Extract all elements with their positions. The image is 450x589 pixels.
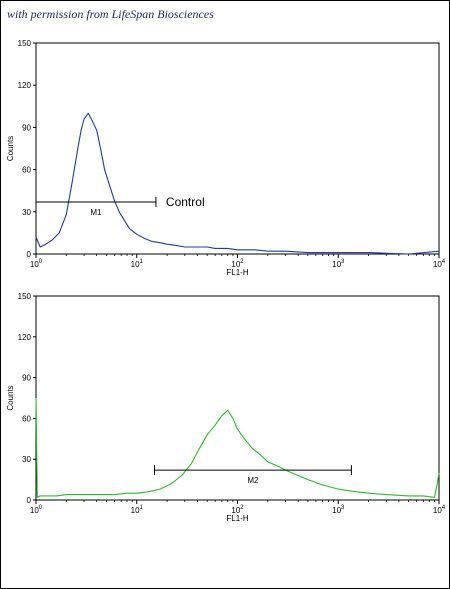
- gate-marker-m2: M2: [153, 465, 352, 485]
- x-tick-label: 102: [231, 505, 244, 515]
- y-tick-label: 0: [27, 496, 32, 505]
- gate-label: M2: [247, 476, 259, 485]
- y-tick-label: 90: [22, 123, 31, 132]
- x-tick-label: 100: [30, 505, 43, 515]
- y-tick-label: 30: [22, 208, 31, 217]
- y-tick-label: 90: [22, 374, 31, 383]
- histogram-panel-2: 0 30 60 90 120 150 100 101 102 103 104 FL1-H Counts M…: [6, 292, 446, 523]
- control-annotation: Control: [166, 195, 205, 209]
- x-tick-label: 101: [131, 505, 144, 515]
- x-tick-label: 102: [231, 259, 244, 269]
- y-tick-label: 30: [22, 455, 31, 464]
- histogram-panel-1: 0 30 60 90 120 150 100 101 102 103 104 FL1-H Counts M…: [6, 39, 446, 277]
- plot-frame: [35, 295, 440, 501]
- gate-marker-m1: M1: [35, 196, 157, 217]
- y-tick-label: 60: [22, 166, 31, 175]
- gate-label: M1: [90, 208, 102, 217]
- y-tick-label: 60: [22, 414, 31, 423]
- x-tick-label: 103: [332, 505, 345, 515]
- x-tick-label: 103: [332, 259, 345, 269]
- plot-frame: [35, 42, 440, 255]
- histogram-series-line: [35, 112, 440, 255]
- y-tick-label: 120: [18, 333, 32, 342]
- x-axis-title: FL1-H: [226, 514, 248, 523]
- x-tick-label: 100: [30, 259, 43, 269]
- y-tick-label: 0: [27, 250, 32, 259]
- x-tick-label: 101: [131, 259, 144, 269]
- y-tick-label: 150: [18, 39, 32, 48]
- y-tick-label: 120: [18, 81, 32, 90]
- x-tick-label: 104: [433, 505, 446, 515]
- y-axis-title: Counts: [6, 136, 15, 161]
- y-tick-label: 150: [18, 292, 32, 301]
- histogram-series-line: [35, 397, 440, 498]
- watermark-text: with permission from LifeSpan Bioscience…: [7, 7, 214, 21]
- x-tick-label: 104: [433, 259, 446, 269]
- y-axis-title: Counts: [6, 385, 15, 410]
- x-axis-title: FL1-H: [226, 268, 248, 277]
